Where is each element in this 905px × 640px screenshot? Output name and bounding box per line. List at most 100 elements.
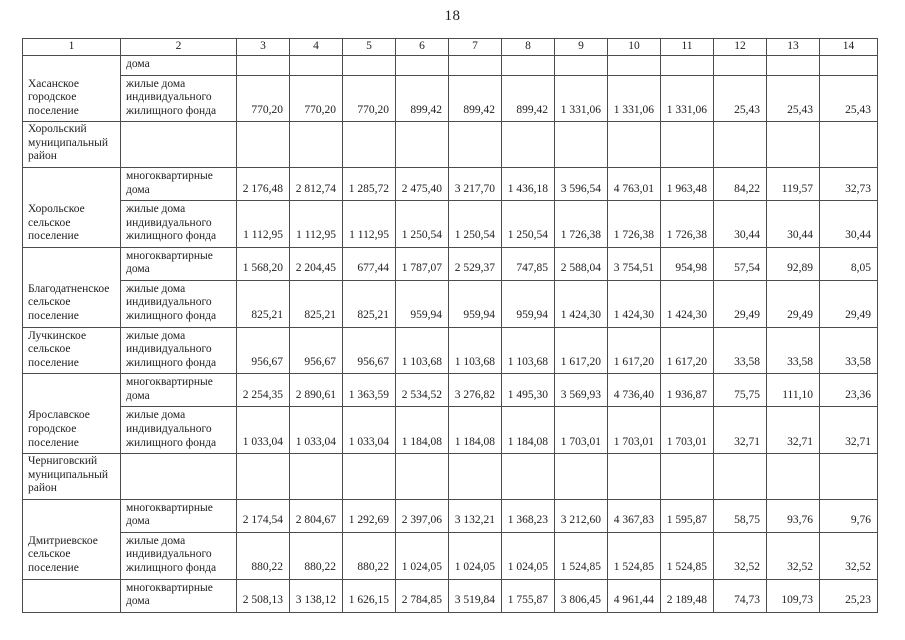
value-cell: 3 132,21 — [448, 498, 502, 533]
value-cell: 1 726,38 — [607, 200, 661, 248]
value-cell: 825,21 — [236, 279, 290, 328]
value-cell — [236, 453, 290, 500]
column-header: 5 — [342, 38, 396, 56]
value-cell: 25,43 — [713, 74, 767, 123]
value-cell: 1 292,69 — [342, 498, 396, 533]
value-cell: 2 174,54 — [236, 498, 290, 533]
value-cell: 1 103,68 — [501, 326, 555, 375]
value-cell: 1 726,38 — [554, 200, 608, 248]
value-cell — [501, 453, 555, 500]
value-cell — [395, 453, 449, 500]
table-row: Ярославское городское поселение многоквар… — [22, 373, 878, 455]
housing-category-cell: многоквартирные дома — [120, 498, 237, 533]
table-body: Хасанское городское поселение дома жилые д… — [22, 54, 878, 613]
table-header: 1 2 3 4 5 6 7 8 9 10 11 12 13 14 — [22, 38, 878, 56]
value-cell: 3 569,93 — [554, 373, 608, 408]
value-cell: 32,73 — [819, 166, 878, 202]
district-name-cell: Черниговский муниципальный район — [22, 453, 121, 500]
value-cell: 959,94 — [395, 279, 449, 328]
value-cell: 93,76 — [766, 498, 820, 533]
value-cell: 32,71 — [713, 406, 767, 455]
page-number: 18 — [444, 8, 461, 24]
value-cell: 2 397,06 — [395, 498, 449, 533]
value-cell — [342, 121, 396, 168]
value-cell — [554, 121, 608, 168]
value-cell: 9,76 — [819, 498, 878, 533]
value-cell: 1 184,08 — [395, 406, 449, 455]
value-cell — [819, 453, 878, 500]
value-cell: 2 804,67 — [289, 498, 343, 533]
housing-category-cell: многоквартирные дома — [120, 246, 237, 281]
value-cell: 84,22 — [713, 166, 767, 202]
value-cell: 1 112,95 — [289, 200, 343, 248]
column-header: 7 — [448, 38, 502, 56]
value-cell: 1 368,23 — [501, 498, 555, 533]
value-cell: 2 784,85 — [395, 578, 449, 613]
housing-category-cell: жилые дома индивидуального жилищного фон… — [120, 200, 237, 248]
value-cell — [607, 121, 661, 168]
table-row: жилые дома индивидуального жилищного фон… — [23, 200, 878, 248]
value-cell: 2 176,48 — [236, 166, 290, 202]
housing-category-cell: жилые дома индивидуального жилищного фон… — [120, 279, 237, 328]
value-cell: 119,57 — [766, 166, 820, 202]
value-cell — [236, 121, 290, 168]
value-cell: 1 787,07 — [395, 246, 449, 281]
value-cell: 1 112,95 — [342, 200, 396, 248]
value-cell — [660, 55, 714, 76]
value-cell — [660, 121, 714, 168]
value-cell — [607, 453, 661, 500]
value-cell: 33,58 — [713, 326, 767, 375]
value-cell: 25,43 — [766, 74, 820, 123]
housing-category-cell: многоквартирные дома — [120, 373, 237, 408]
housing-category-cell: жилые дома индивидуального жилищного фон… — [120, 326, 237, 375]
district-name-cell: Хорольский муниципальный район — [22, 121, 121, 168]
value-cell: 32,52 — [713, 531, 767, 580]
value-cell — [766, 453, 820, 500]
value-cell: 1 250,54 — [501, 200, 555, 248]
value-cell — [395, 55, 449, 76]
column-header: 3 — [236, 38, 290, 56]
column-header: 13 — [766, 38, 820, 56]
value-cell: 8,05 — [819, 246, 878, 281]
value-cell: 1 936,87 — [660, 373, 714, 408]
column-number-row: 1 2 3 4 5 6 7 8 9 10 11 12 13 14 — [22, 38, 878, 56]
value-cell: 33,58 — [819, 326, 878, 375]
housing-category-cell: жилые дома индивидуального жилищного фон… — [120, 406, 237, 455]
value-cell: 880,22 — [342, 531, 396, 580]
value-cell: 109,73 — [766, 578, 820, 613]
value-cell: 29,49 — [766, 279, 820, 328]
value-cell: 1 726,38 — [660, 200, 714, 248]
value-cell: 1 250,54 — [395, 200, 449, 248]
value-cell: 32,52 — [766, 531, 820, 580]
column-header: 6 — [395, 38, 449, 56]
table-row: Хорольское сельское поселение многокварти… — [22, 166, 878, 248]
value-cell: 3 212,60 — [554, 498, 608, 533]
value-cell: 770,20 — [236, 74, 290, 123]
value-cell: 747,85 — [501, 246, 555, 281]
value-cell: 29,49 — [819, 279, 878, 328]
value-cell: 1 184,08 — [501, 406, 555, 455]
value-cell: 1 524,85 — [660, 531, 714, 580]
column-header: 10 — [607, 38, 661, 56]
value-cell: 1 033,04 — [236, 406, 290, 455]
value-cell: 2 890,61 — [289, 373, 343, 408]
value-cell: 1 617,20 — [554, 326, 608, 375]
value-cell: 4 736,40 — [607, 373, 661, 408]
value-cell — [395, 121, 449, 168]
value-cell: 1 033,04 — [342, 406, 396, 455]
value-cell: 3 596,54 — [554, 166, 608, 202]
value-cell — [766, 55, 820, 76]
value-cell: 1 331,06 — [554, 74, 608, 123]
table-row: жилые дома индивидуального жилищного фон… — [23, 74, 878, 123]
housing-category-cell — [120, 453, 237, 500]
value-cell: 1 112,95 — [236, 200, 290, 248]
table-row: Хорольский муниципальный район — [22, 121, 878, 168]
value-cell: 3 519,84 — [448, 578, 502, 613]
table-row: Хасанское городское поселение дома — [22, 54, 878, 123]
settlement-name-cell: Хасанское городское поселение — [22, 54, 121, 123]
value-cell: 1 424,30 — [660, 279, 714, 328]
column-header: 11 — [660, 38, 714, 56]
housing-category-cell: многоквартирные дома — [120, 166, 237, 202]
settlement-name-cell: Ярославское городское поселение — [22, 373, 121, 455]
value-cell: 57,54 — [713, 246, 767, 281]
